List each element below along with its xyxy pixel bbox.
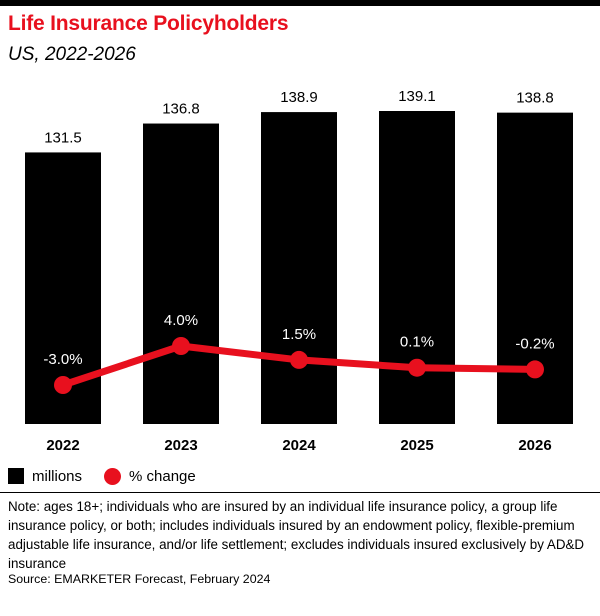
x-tick-label: 2022 [46, 437, 79, 454]
top-rule [0, 0, 600, 6]
bar-value-label: 136.8 [162, 101, 200, 118]
change-point-2023 [172, 337, 190, 355]
bar-value-label: 131.5 [44, 129, 82, 146]
change-value-label: 0.1% [400, 334, 434, 351]
change-value-label: 1.5% [282, 326, 316, 343]
chart-subtitle: US, 2022-2026 [8, 44, 136, 65]
legend-label-change: % change [129, 467, 196, 485]
change-point-2024 [290, 350, 308, 369]
legend-swatch-square-icon [8, 468, 24, 484]
legend-item-millions: millions [8, 468, 82, 485]
bar-2024 [261, 112, 337, 425]
bar-value-label: 138.9 [280, 89, 318, 106]
x-tick-label: 2026 [518, 437, 551, 454]
source-line: Source: EMARKETER Forecast, February 202… [8, 572, 271, 586]
legend: millions % change [8, 466, 218, 486]
legend-label-millions: millions [32, 467, 83, 485]
bar-value-label: 139.1 [398, 88, 436, 105]
legend-item-change: % change [104, 467, 196, 485]
bar-2023 [143, 123, 219, 425]
change-point-2026 [526, 360, 544, 379]
bar-value-label: 138.8 [516, 90, 554, 107]
chart-plot: 131.5 136.8 138.9 139.1 138.8 -3.0% 4.0% 1.5% 0.… [25, 88, 573, 454]
change-value-label: -3.0% [43, 351, 82, 368]
change-value-label: 4.0% [164, 312, 198, 329]
legend-swatch-circle-icon [104, 467, 122, 485]
change-point-2022 [54, 376, 72, 394]
chart-title: Life Insurance Policyholders [8, 12, 289, 35]
change-point-2025 [408, 358, 426, 377]
footnote: Note: ages 18+; individuals who are insu… [8, 499, 585, 571]
x-tick-label: 2025 [400, 437, 433, 454]
change-value-label: -0.2% [515, 335, 554, 352]
x-tick-label: 2023 [164, 437, 197, 454]
x-tick-label: 2024 [282, 437, 316, 454]
bar-2025 [379, 111, 455, 424]
footer-divider [0, 492, 600, 493]
